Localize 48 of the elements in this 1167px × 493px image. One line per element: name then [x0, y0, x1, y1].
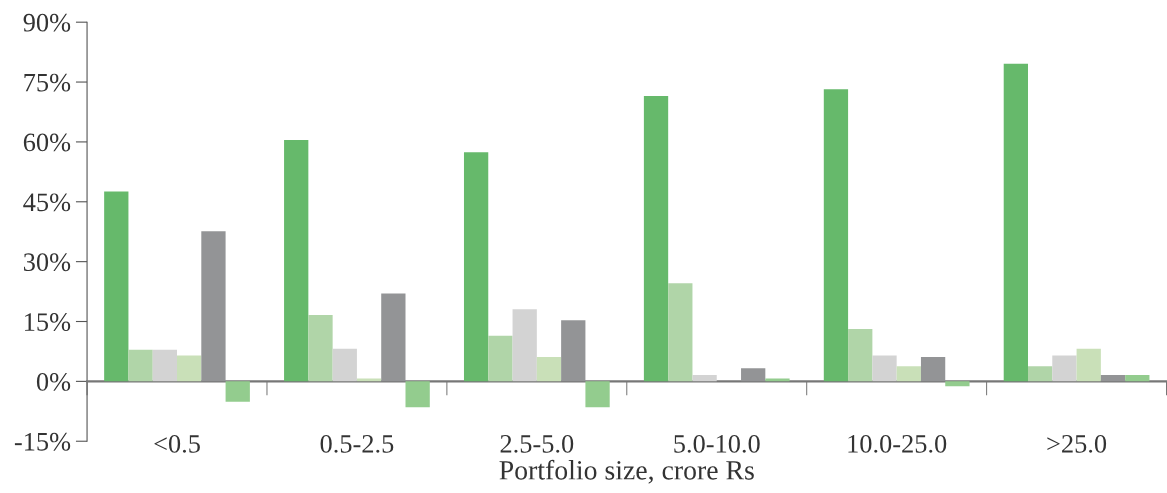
- y-tick-label: 60%: [23, 133, 71, 152]
- bar: [823, 89, 849, 382]
- bar: [1028, 366, 1053, 382]
- bar: [381, 293, 406, 382]
- bar: [741, 368, 766, 382]
- bar: [1003, 63, 1028, 382]
- y-tick-label: 0%: [36, 372, 71, 391]
- bar: [1052, 355, 1077, 382]
- bar: [308, 315, 333, 382]
- bar: [561, 320, 586, 382]
- y-tick-label: 15%: [25, 313, 71, 332]
- bar: [896, 366, 921, 382]
- bar: [536, 357, 562, 382]
- bar: [488, 335, 513, 382]
- bar: [405, 381, 430, 408]
- bar: [872, 355, 897, 382]
- x-axis-title: Portfolio size, crore Rs: [499, 459, 754, 484]
- bar: [177, 355, 202, 382]
- x-tick-label: >25.0: [1047, 434, 1107, 453]
- bar: [463, 152, 489, 382]
- x-tick-label: 5.0-10.0: [674, 434, 760, 453]
- bar: [945, 381, 970, 387]
- bar: [332, 348, 357, 382]
- bar: [152, 349, 178, 382]
- x-tick-label: <0.5: [154, 434, 200, 453]
- bar: [1076, 348, 1101, 382]
- bar: [512, 309, 537, 382]
- bar: [692, 374, 717, 382]
- bar: [128, 349, 153, 382]
- bar: [848, 329, 873, 382]
- bar: [201, 231, 226, 382]
- x-tick-label: 0.5-2.5: [320, 434, 394, 453]
- y-tick-label: 75%: [24, 73, 71, 92]
- bar: [225, 381, 250, 402]
- y-tick-label: 30%: [23, 253, 71, 272]
- x-tick-label: 10.0-25.0: [848, 434, 947, 453]
- bar: [643, 96, 669, 382]
- y-tick-label: -15%: [14, 432, 71, 451]
- bar: [585, 381, 610, 408]
- bar: [668, 283, 693, 382]
- y-tick-label: 90%: [23, 13, 71, 32]
- bar: [284, 139, 309, 382]
- bar: [1125, 374, 1150, 382]
- x-tick-label: 2.5-5.0: [500, 434, 574, 453]
- y-tick-label: 45%: [23, 193, 71, 212]
- bar: [104, 191, 129, 382]
- bar: [920, 357, 946, 382]
- bar: [1100, 374, 1126, 382]
